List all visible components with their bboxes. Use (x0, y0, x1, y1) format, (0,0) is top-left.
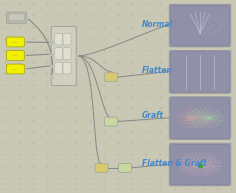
FancyBboxPatch shape (104, 117, 118, 126)
Text: Flatten: Flatten (142, 66, 172, 75)
FancyBboxPatch shape (6, 64, 24, 74)
FancyBboxPatch shape (63, 33, 71, 45)
FancyBboxPatch shape (118, 163, 132, 172)
FancyBboxPatch shape (63, 62, 71, 74)
FancyBboxPatch shape (169, 51, 231, 93)
FancyBboxPatch shape (104, 73, 118, 82)
FancyBboxPatch shape (95, 163, 108, 172)
Text: —: — (13, 40, 17, 44)
FancyBboxPatch shape (55, 48, 63, 59)
Text: Normal: Normal (142, 20, 173, 29)
FancyBboxPatch shape (169, 97, 231, 140)
FancyBboxPatch shape (169, 143, 231, 186)
FancyBboxPatch shape (169, 4, 231, 47)
FancyBboxPatch shape (6, 12, 27, 24)
FancyBboxPatch shape (170, 52, 230, 92)
FancyBboxPatch shape (6, 37, 24, 47)
FancyBboxPatch shape (170, 5, 230, 46)
FancyBboxPatch shape (63, 48, 71, 59)
FancyBboxPatch shape (170, 144, 230, 185)
Text: Flatten & Graft: Flatten & Graft (142, 159, 206, 168)
FancyBboxPatch shape (55, 33, 63, 45)
FancyBboxPatch shape (51, 26, 76, 85)
FancyBboxPatch shape (55, 62, 63, 74)
Text: Graft: Graft (142, 111, 164, 120)
Text: —: — (13, 54, 17, 58)
Text: —: — (13, 67, 17, 71)
FancyBboxPatch shape (9, 14, 24, 21)
FancyBboxPatch shape (170, 98, 230, 139)
FancyBboxPatch shape (6, 51, 24, 60)
